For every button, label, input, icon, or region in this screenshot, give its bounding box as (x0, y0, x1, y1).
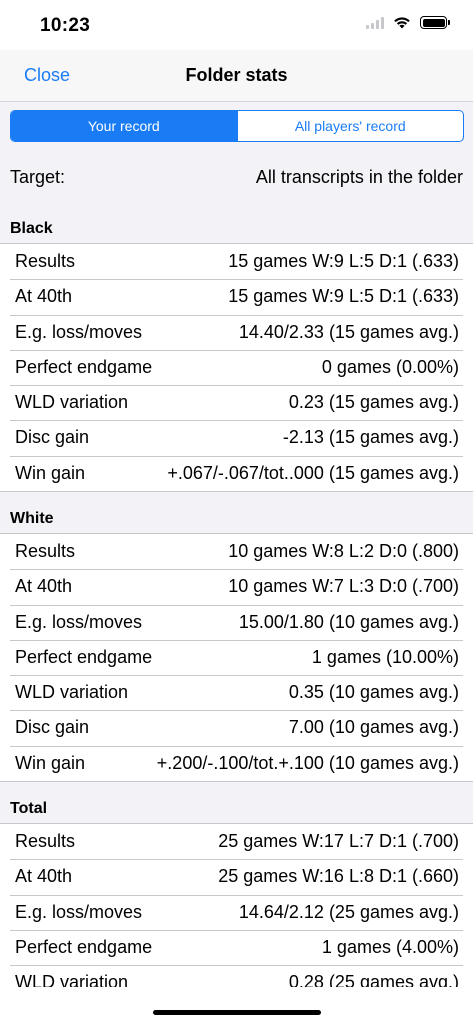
status-time: 10:23 (40, 15, 91, 36)
row-value: 14.64/2.12 (25 games avg.) (238, 901, 459, 922)
section-header-white: White (0, 500, 473, 536)
table-row: E.g. loss/moves 15.00/1.80 (10 games avg.… (0, 604, 473, 640)
row-value: 1 games (10.00%) (311, 646, 459, 667)
row-value: 25 games W:17 L:7 D:1 (.700) (218, 831, 459, 851)
table-row: Win gain +.067/-.067/tot..000 (15 games a… (0, 455, 473, 491)
table-row: Disc gain -2.13 (15 games avg.) (0, 420, 473, 455)
stats-table-total: Results 25 games W:17 L:7 D:1 (.700) At 4… (0, 823, 473, 987)
signal-icon (366, 16, 384, 29)
table-row: Disc gain 7.00 (10 games avg.) (0, 710, 473, 745)
row-label: At 40th (15, 576, 73, 597)
row-value: 0 games (0.00%) (321, 356, 459, 377)
section-title: Black (10, 220, 53, 237)
row-label: Perfect endgame (15, 646, 153, 667)
home-indicator[interactable] (153, 1010, 321, 1015)
table-row: Results 25 games W:17 L:7 D:1 (.700) (0, 824, 473, 859)
status-icons (366, 16, 450, 29)
section-title: White (10, 510, 54, 527)
table-row: Win gain +.200/-.100/tot.+.100 (10 games … (0, 745, 473, 781)
row-label: Win gain (15, 462, 86, 483)
row-label: WLD variation (15, 392, 129, 413)
row-label: Perfect endgame (15, 356, 153, 377)
nav-bar: Close Folder stats (0, 50, 473, 102)
row-value: -2.13 (15 games avg.) (282, 427, 459, 448)
status-bar: 10:23 (0, 0, 473, 50)
row-value: 15.00/1.80 (10 games avg.) (238, 611, 459, 632)
row-value: 0.28 (25 games avg.) (288, 972, 459, 987)
screen-content: 10:23 Close Folder stats Your record All… (0, 0, 473, 987)
wifi-icon (394, 17, 410, 29)
row-label: E.g. loss/moves (15, 611, 143, 632)
row-label: E.g. loss/moves (15, 901, 143, 922)
row-value: 0.35 (10 games avg.) (288, 682, 459, 703)
target-row: Target: All transcripts in the folder (0, 160, 473, 196)
table-row: E.g. loss/moves 14.64/2.12 (25 games avg.… (0, 894, 473, 930)
row-label: WLD variation (15, 682, 129, 703)
row-label: Results (15, 831, 76, 851)
section-header-black: Black (0, 210, 473, 246)
row-value: +.067/-.067/tot..000 (15 games avg.) (167, 462, 459, 483)
row-label: Disc gain (15, 427, 90, 448)
row-value: 15 games W:9 L:5 D:1 (.633) (228, 251, 459, 271)
section-title: Total (10, 800, 48, 817)
stats-table-black: Results 15 games W:9 L:5 D:1 (.633) At 40… (0, 243, 473, 493)
row-label: Disc gain (15, 717, 90, 738)
table-row: WLD variation 0.35 (10 games avg.) (0, 675, 473, 710)
row-label: Results (15, 251, 76, 271)
stats-table-white: Results 10 games W:8 L:2 D:0 (.800) At 40… (0, 533, 473, 783)
table-row: WLD variation 0.23 (15 games avg.) (0, 385, 473, 420)
table-row: At 40th 10 games W:7 L:3 D:0 (.700) (0, 569, 473, 604)
row-value: 14.40/2.33 (15 games avg.) (238, 321, 459, 342)
table-row: Perfect endgame 1 games (10.00%) (0, 639, 473, 675)
row-value: +.200/-.100/tot.+.100 (10 games avg.) (156, 752, 459, 773)
row-label: WLD variation (15, 972, 129, 987)
row-value: 10 games W:8 L:2 D:0 (.800) (228, 541, 459, 561)
target-label: Target: (10, 167, 66, 187)
row-value: 25 games W:16 L:8 D:1 (.660) (218, 866, 459, 887)
row-label: Win gain (15, 752, 86, 773)
section-header-total: Total (0, 790, 473, 826)
table-row: Results 10 games W:8 L:2 D:0 (.800) (0, 534, 473, 569)
table-row: Perfect endgame 1 games (4.00%) (0, 929, 473, 965)
table-row: Results 15 games W:9 L:5 D:1 (.633) (0, 244, 473, 279)
row-value: 1 games (4.00%) (321, 936, 459, 957)
table-row: E.g. loss/moves 14.40/2.33 (15 games avg.… (0, 314, 473, 350)
row-label: Perfect endgame (15, 936, 153, 957)
row-label: E.g. loss/moves (15, 321, 143, 342)
table-row: WLD variation 0.28 (25 games avg.) (0, 965, 473, 987)
close-button[interactable]: Close (24, 65, 71, 85)
target-value: All transcripts in the folder (255, 167, 463, 187)
table-row: At 40th 15 games W:9 L:5 D:1 (.633) (0, 279, 473, 314)
bottom-safe-area (0, 987, 473, 1024)
table-row: At 40th 25 games W:16 L:8 D:1 (.660) (0, 859, 473, 894)
table-row: Perfect endgame 0 games (0.00%) (0, 349, 473, 385)
segment-all-players-record[interactable]: All players' record (236, 111, 464, 141)
page-title: Folder stats (185, 65, 288, 85)
row-value: 7.00 (10 games avg.) (288, 717, 459, 738)
record-segmented-control: Your record All players' record (10, 110, 464, 142)
row-label: At 40th (15, 866, 73, 887)
row-label: Results (15, 541, 76, 561)
row-value: 10 games W:7 L:3 D:0 (.700) (228, 576, 459, 597)
segment-your-record[interactable]: Your record (11, 111, 237, 141)
row-value: 0.23 (15 games avg.) (288, 392, 459, 413)
battery-icon (420, 16, 450, 29)
row-label: At 40th (15, 286, 73, 307)
row-value: 15 games W:9 L:5 D:1 (.633) (228, 286, 459, 307)
